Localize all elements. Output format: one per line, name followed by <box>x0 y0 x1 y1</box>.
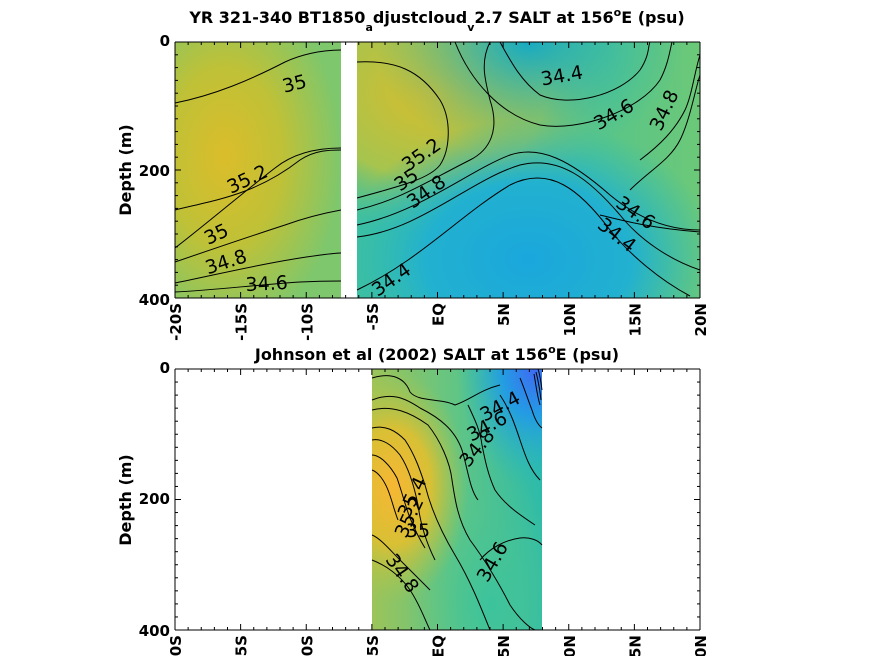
contour-label: 35 <box>406 520 430 542</box>
bottom-panel: Johnson et al (2002) SALT at 156oE (psu) <box>116 343 710 656</box>
x-tick-label: 0S <box>298 635 316 656</box>
bottom-panel-title: Johnson et al (2002) SALT at 156oE (psu) <box>254 343 619 364</box>
x-tick-label: -15S <box>233 303 251 341</box>
bottom-contours <box>371 368 543 631</box>
y-axis-label: Depth (m) <box>116 124 135 216</box>
x-tick-label: -5S <box>364 303 382 330</box>
x-tick-label: 0N <box>692 635 710 656</box>
bottom-x-tick-labels: 0S 5S 0S 5S EQ 5N 0N 5N 0N <box>167 635 710 656</box>
y-tick-label: 200 <box>139 162 170 180</box>
top-right-contours <box>356 41 701 297</box>
bottom-minor-ticks <box>174 368 701 631</box>
x-tick-label: 5N <box>495 303 513 326</box>
top-x-tick-labels: -20S -15S -10S -5S EQ 5N 10N 15N 20N <box>167 303 710 341</box>
x-tick-label: 20N <box>692 303 710 336</box>
x-tick-label: 0S <box>167 635 185 656</box>
top-left-contours <box>174 49 342 293</box>
x-tick-label: 5S <box>233 635 251 656</box>
y-tick-label: 200 <box>139 490 170 508</box>
contour-label: 34.6 <box>245 272 288 296</box>
x-tick-label: EQ <box>430 635 448 656</box>
x-tick-label: 5N <box>626 635 644 656</box>
y-tick-label: 0 <box>160 32 170 50</box>
x-tick-label: 15N <box>626 303 644 336</box>
x-tick-label: -10S <box>298 303 316 341</box>
x-tick-label: -20S <box>167 303 185 341</box>
top-minor-ticks <box>174 41 701 299</box>
y-axis-label: Depth (m) <box>116 454 135 546</box>
x-tick-label: 10N <box>561 303 579 336</box>
top-left-field <box>175 42 341 298</box>
y-tick-label: 0 <box>160 359 170 377</box>
top-panel-title: YR 321-340 BT1850adjustcloudv2.7 SALT at… <box>188 6 684 34</box>
x-tick-label: 5N <box>495 635 513 656</box>
y-tick-label: 400 <box>139 291 170 309</box>
top-panel: YR 321-340 BT1850adjustcloudv2.7 SALT at… <box>116 6 710 341</box>
x-tick-label: EQ <box>430 303 448 326</box>
x-tick-label: 0N <box>561 635 579 656</box>
y-tick-label: 400 <box>139 622 170 640</box>
bottom-field <box>372 369 542 630</box>
x-tick-label: 5S <box>364 635 382 656</box>
